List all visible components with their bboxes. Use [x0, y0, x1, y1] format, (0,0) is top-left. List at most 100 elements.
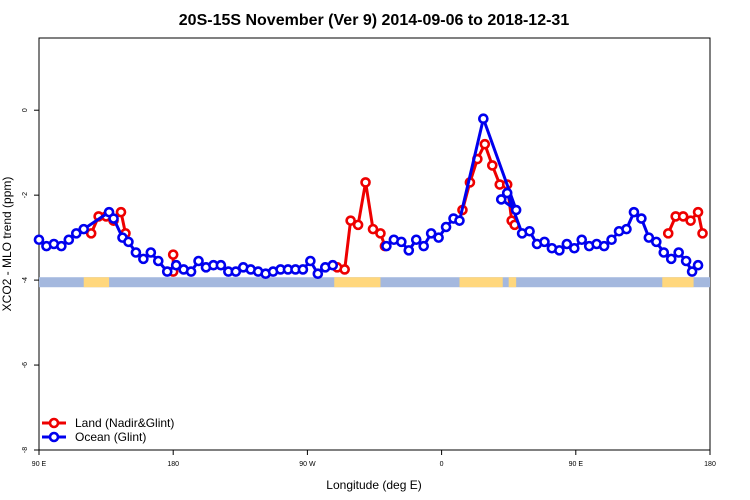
- land-band-segment: [662, 277, 694, 288]
- data-point: [440, 221, 452, 233]
- data-point: [606, 234, 617, 246]
- data-point: [479, 138, 491, 150]
- legend-label: Land (Nadir&Glint): [75, 416, 174, 430]
- chart-title: 20S-15S November (Ver 9) 2014-09-06 to 2…: [179, 12, 570, 29]
- legend: Land (Nadir&Glint)Ocean (Glint): [42, 416, 174, 444]
- legend-marker: [48, 431, 60, 443]
- data-point: [478, 113, 489, 125]
- data-point: [108, 213, 119, 224]
- data-point: [418, 240, 430, 252]
- land-band-segment: [334, 277, 381, 288]
- data-point: [381, 240, 392, 252]
- data-point: [454, 215, 465, 226]
- x-tick-label: 180: [167, 461, 179, 468]
- data-point: [410, 234, 422, 246]
- data-point: [145, 247, 157, 258]
- series-line: [385, 113, 700, 275]
- data-point: [70, 228, 82, 239]
- data-point: [185, 266, 197, 277]
- data-point: [628, 206, 640, 218]
- axes: 90 E 180 90 W 0 90 E 180 0 -2 -4 -6 -8: [22, 108, 716, 468]
- data-point: [501, 187, 513, 199]
- data-point: [692, 206, 704, 218]
- x-tick-label: 180: [704, 461, 716, 468]
- data-point: [396, 236, 407, 248]
- y-tick-label: -2: [22, 192, 29, 198]
- legend-label: Ocean (Glint): [75, 430, 146, 444]
- data-point: [539, 236, 550, 248]
- data-point: [697, 228, 708, 239]
- data-point: [152, 255, 164, 267]
- data-point: [138, 253, 149, 265]
- y-tick-label: -8: [22, 447, 29, 453]
- data-point: [115, 206, 127, 218]
- data-point: [677, 211, 689, 222]
- data-point: [686, 266, 698, 277]
- data-point: [375, 228, 386, 239]
- data-point: [680, 255, 692, 267]
- x-tick-label: 0: [440, 461, 444, 468]
- x-axis-label: Longitude (deg E): [326, 478, 421, 492]
- data-point: [339, 264, 350, 275]
- x-tick-label: 90 E: [569, 461, 584, 468]
- y-tick-label: 0: [22, 108, 29, 112]
- land-ocean-band: [39, 277, 710, 288]
- data-point: [576, 234, 588, 246]
- data-point: [510, 204, 522, 216]
- data-point: [561, 238, 573, 250]
- data-point: [524, 225, 535, 237]
- data-point: [161, 266, 173, 277]
- data-point: [495, 194, 507, 205]
- data-point: [305, 255, 316, 267]
- land-band-segment: [459, 277, 503, 288]
- data-point: [636, 213, 647, 224]
- data-point: [662, 228, 674, 239]
- data-point: [230, 266, 242, 277]
- land-band-segment: [508, 277, 517, 288]
- data-point: [63, 234, 75, 246]
- data-point: [360, 177, 371, 188]
- data-point: [345, 215, 356, 226]
- data-point: [327, 259, 339, 271]
- data-point: [425, 228, 437, 239]
- data-point: [673, 247, 684, 258]
- data-point: [651, 236, 662, 248]
- data-point: [665, 253, 677, 265]
- data-point: [193, 255, 204, 267]
- data-point: [598, 240, 610, 252]
- data-point: [403, 245, 415, 256]
- data-point: [56, 240, 67, 252]
- ocean-series: [33, 113, 704, 280]
- data-point: [215, 259, 227, 271]
- data-point: [170, 259, 182, 271]
- data-series: [33, 113, 708, 280]
- data-point: [167, 249, 179, 260]
- legend-marker: [48, 417, 60, 429]
- data-point: [123, 236, 134, 248]
- data-point: [85, 228, 97, 239]
- data-point: [486, 160, 498, 171]
- data-point: [33, 234, 45, 246]
- data-point: [433, 232, 444, 243]
- x-tick-label: 90 E: [32, 461, 47, 468]
- data-point: [352, 219, 364, 231]
- data-point: [297, 264, 309, 275]
- y-tick-label: -4: [22, 277, 29, 283]
- data-point: [78, 223, 90, 235]
- data-point: [643, 232, 655, 243]
- data-point: [692, 259, 704, 271]
- x-tick-label: 90 W: [299, 461, 316, 468]
- data-point: [658, 247, 670, 258]
- y-axis-label: XCO2 - MLO trend (ppm): [0, 177, 14, 312]
- land-series: [85, 138, 708, 277]
- data-point: [130, 247, 142, 258]
- land-band-segment: [83, 277, 110, 288]
- data-point: [554, 245, 565, 256]
- data-point: [367, 223, 379, 235]
- data-point: [312, 268, 324, 280]
- data-point: [569, 242, 580, 254]
- y-tick-label: -6: [22, 362, 29, 368]
- data-point: [685, 215, 696, 226]
- data-point: [621, 223, 632, 235]
